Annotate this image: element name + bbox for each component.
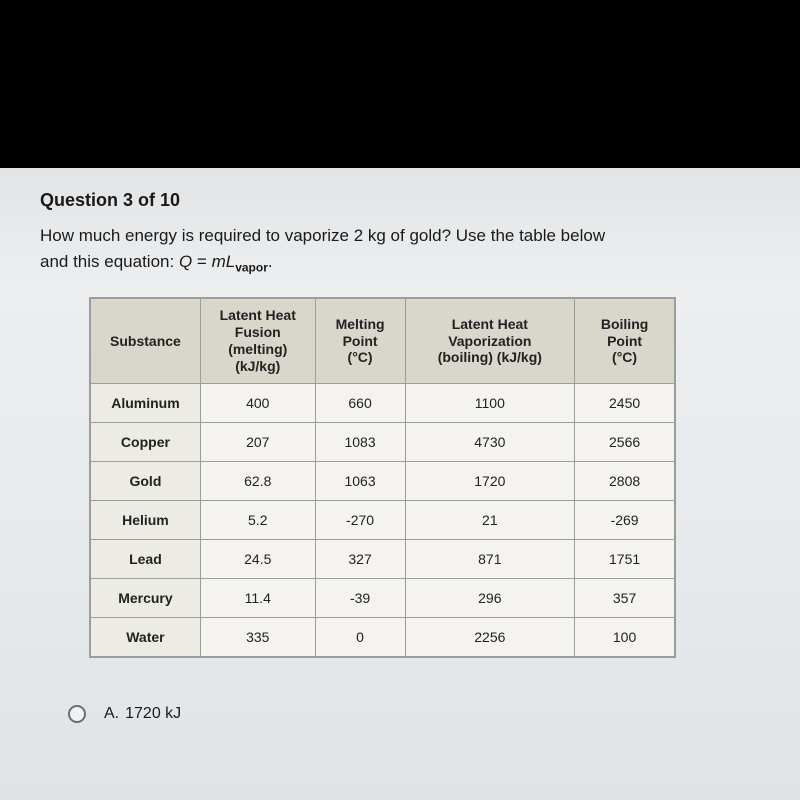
row-value: 21 bbox=[405, 500, 575, 539]
option-text: 1720 kJ bbox=[125, 705, 181, 722]
table-row: Water33502256100 bbox=[91, 617, 675, 656]
col-latent-vapor: Latent HeatVaporization(boiling) (kJ/kg) bbox=[405, 299, 575, 383]
row-value: 1083 bbox=[315, 422, 405, 461]
row-value: 2450 bbox=[575, 383, 675, 422]
row-value: 871 bbox=[405, 539, 575, 578]
row-value: 100 bbox=[575, 617, 675, 656]
row-value: 2808 bbox=[575, 461, 675, 500]
row-value: -269 bbox=[575, 500, 675, 539]
row-value: 24.5 bbox=[200, 539, 315, 578]
table-row: Helium5.2-27021-269 bbox=[91, 500, 675, 539]
col-melting-point: MeltingPoint(°C) bbox=[315, 299, 405, 383]
eq-period: . bbox=[268, 252, 273, 271]
table-row: Mercury11.4-39296357 bbox=[91, 578, 675, 617]
row-value: 4730 bbox=[405, 422, 575, 461]
table-row: Lead24.53278711751 bbox=[91, 539, 675, 578]
row-substance: Mercury bbox=[91, 578, 201, 617]
table-row: Gold62.8106317202808 bbox=[91, 461, 675, 500]
row-value: 296 bbox=[405, 578, 575, 617]
row-value: 1720 bbox=[405, 461, 575, 500]
question-prompt-line2: and this equation: Q = mLvapor. bbox=[40, 252, 760, 274]
row-value: 2566 bbox=[575, 422, 675, 461]
eq-equals: = bbox=[192, 252, 211, 271]
question-prompt-line1: How much energy is required to vaporize … bbox=[40, 225, 760, 248]
data-table-container: Substance Latent HeatFusion(melting)(kJ/… bbox=[90, 298, 675, 656]
row-value: 11.4 bbox=[200, 578, 315, 617]
row-value: 2256 bbox=[405, 617, 575, 656]
row-value: -270 bbox=[315, 500, 405, 539]
question-counter: Question 3 of 10 bbox=[40, 190, 760, 211]
row-value: 660 bbox=[315, 383, 405, 422]
option-label: A. 1720 kJ bbox=[104, 705, 181, 723]
table-header-row: Substance Latent HeatFusion(melting)(kJ/… bbox=[91, 299, 675, 383]
quiz-screen: Question 3 of 10 How much energy is requ… bbox=[0, 168, 800, 800]
option-letter: A. bbox=[104, 705, 119, 722]
row-value: 0 bbox=[315, 617, 405, 656]
row-value: 1751 bbox=[575, 539, 675, 578]
answer-option-a[interactable]: A. 1720 kJ bbox=[68, 705, 760, 723]
row-value: 207 bbox=[200, 422, 315, 461]
col-substance: Substance bbox=[91, 299, 201, 383]
row-substance: Water bbox=[91, 617, 201, 656]
eq-sub: vapor bbox=[235, 260, 268, 274]
row-value: 1100 bbox=[405, 383, 575, 422]
row-substance: Aluminum bbox=[91, 383, 201, 422]
row-value: 335 bbox=[200, 617, 315, 656]
table-row: Aluminum40066011002450 bbox=[91, 383, 675, 422]
radio-icon[interactable] bbox=[68, 705, 86, 723]
row-value: 400 bbox=[200, 383, 315, 422]
table-row: Copper207108347302566 bbox=[91, 422, 675, 461]
answer-options: A. 1720 kJ bbox=[68, 705, 760, 723]
eq-L: L bbox=[226, 252, 235, 271]
row-substance: Copper bbox=[91, 422, 201, 461]
table-body: Aluminum40066011002450Copper207108347302… bbox=[91, 383, 675, 656]
prompt-prefix: and this equation: bbox=[40, 252, 179, 271]
row-substance: Gold bbox=[91, 461, 201, 500]
row-value: -39 bbox=[315, 578, 405, 617]
row-value: 5.2 bbox=[200, 500, 315, 539]
row-value: 1063 bbox=[315, 461, 405, 500]
col-boiling-point: BoilingPoint(°C) bbox=[575, 299, 675, 383]
eq-m: m bbox=[212, 252, 226, 271]
row-substance: Lead bbox=[91, 539, 201, 578]
row-substance: Helium bbox=[91, 500, 201, 539]
row-value: 357 bbox=[575, 578, 675, 617]
eq-Q: Q bbox=[179, 252, 192, 271]
row-value: 327 bbox=[315, 539, 405, 578]
col-latent-fusion: Latent HeatFusion(melting)(kJ/kg) bbox=[200, 299, 315, 383]
row-value: 62.8 bbox=[200, 461, 315, 500]
latent-heat-table: Substance Latent HeatFusion(melting)(kJ/… bbox=[90, 298, 675, 656]
